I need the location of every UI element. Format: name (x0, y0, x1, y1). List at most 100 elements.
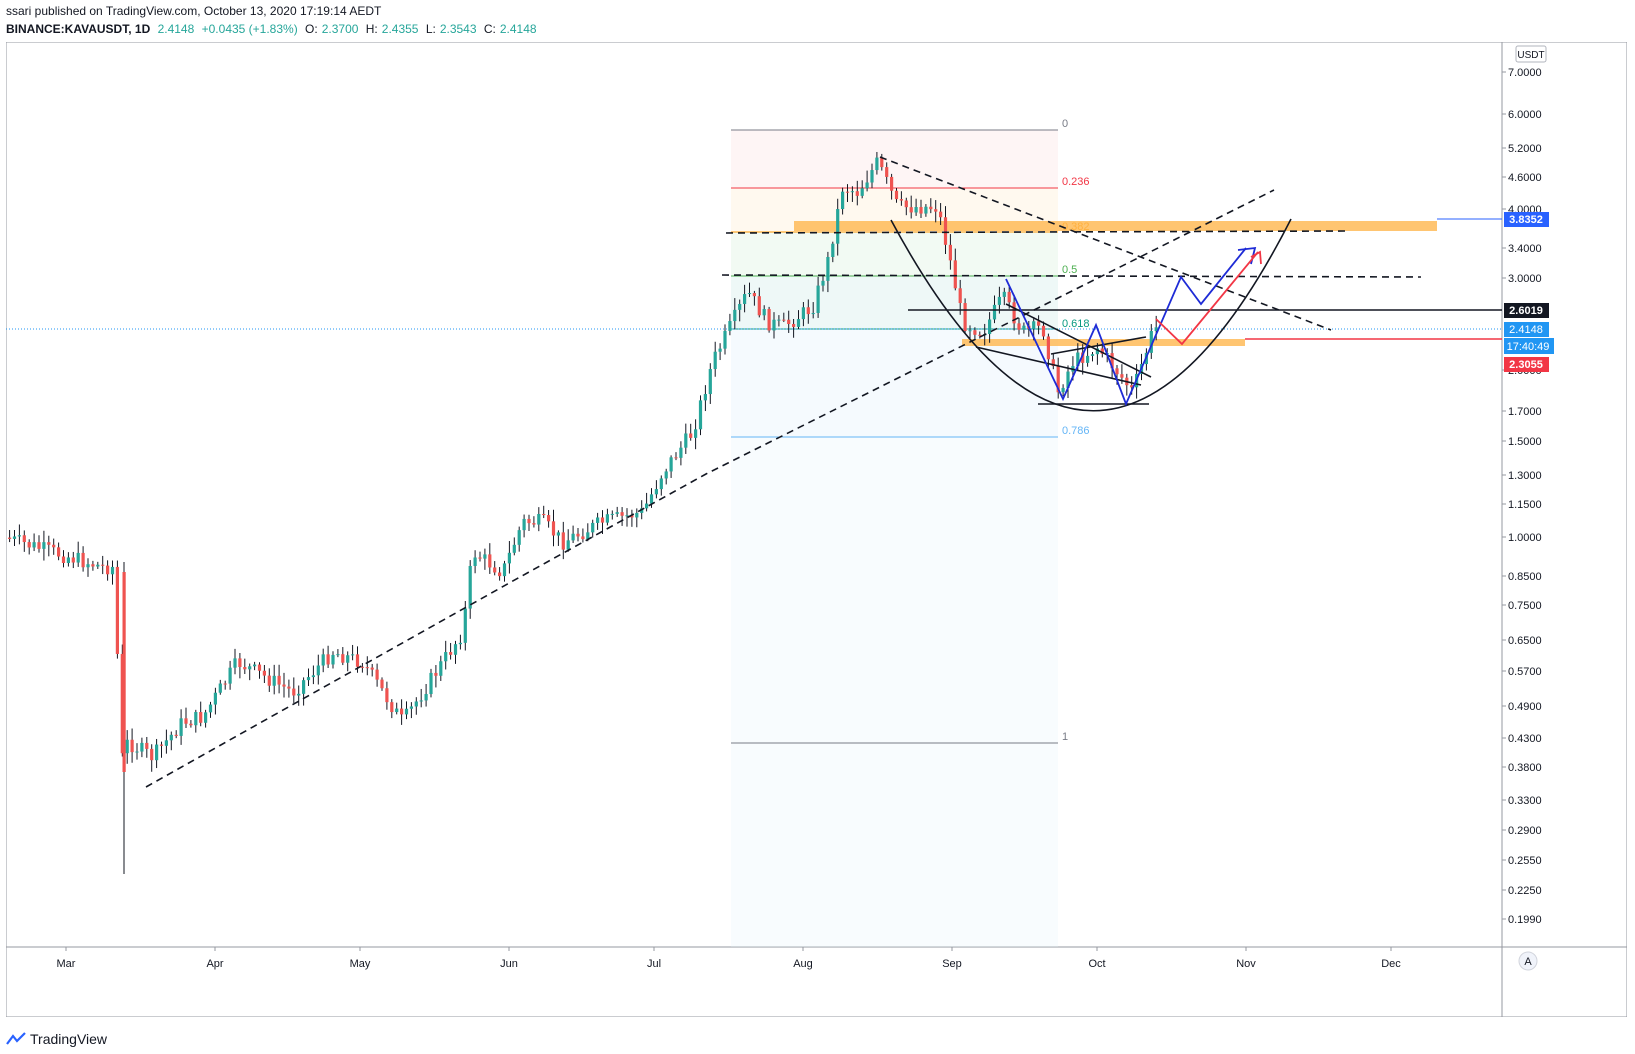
candle-body (297, 693, 301, 696)
price-change: +0.0435 (+1.83%) (201, 22, 298, 36)
candle-body (233, 658, 237, 668)
candle-body (694, 429, 698, 438)
candle-body (1130, 385, 1134, 388)
candle-body (365, 667, 369, 669)
candle-body (821, 280, 825, 286)
candle-body (150, 748, 154, 761)
candle-body (787, 319, 791, 325)
candle-body (424, 694, 428, 701)
candle-body (351, 654, 355, 656)
price-chart[interactable]: 0 0.236 0.382 0.5 0.618 0.786 1 7.00006.… (6, 42, 1627, 1017)
candle-body (86, 564, 90, 568)
candle-body (978, 334, 982, 336)
candle-body (375, 669, 379, 680)
candle-body (1149, 330, 1153, 353)
candle-body (581, 536, 585, 540)
trendlines[interactable] (145, 156, 1502, 788)
price-tick-label: 1.7000 (1508, 406, 1542, 418)
candle-body (155, 744, 159, 761)
candle-body (1022, 325, 1026, 330)
price-badge-current (1504, 322, 1549, 337)
candle-body (194, 712, 198, 726)
fib-retracement[interactable] (731, 129, 1058, 947)
candle-body (816, 285, 820, 313)
candle-body (61, 556, 66, 564)
candle-body (733, 309, 737, 322)
candle-body (743, 294, 747, 304)
candle-body (282, 684, 286, 687)
resistance-zone[interactable] (794, 221, 1437, 231)
symbol-name[interactable]: BINANCE:KAVAUSDT, 1D (6, 22, 151, 36)
price-tick-label: 0.5700 (1508, 666, 1542, 678)
price-tick-label: 0.8500 (1508, 571, 1542, 583)
candle-body (1002, 291, 1006, 297)
candle-body (591, 522, 595, 533)
red-projection-path[interactable] (1155, 251, 1259, 346)
candle-body (1051, 359, 1055, 367)
candle-body (106, 565, 110, 575)
candle-body (326, 654, 330, 665)
candle-body (1086, 355, 1090, 363)
countdown-text: 17:40:49 (1507, 341, 1550, 353)
candle-body (429, 672, 433, 695)
auto-scale-label: A (1524, 956, 1532, 968)
price-badge-resistance-text: 3.8352 (1509, 214, 1543, 226)
candle-body (409, 706, 413, 709)
price-badge-current-text: 2.4148 (1509, 324, 1543, 336)
candle-body (390, 702, 394, 713)
candle-body (875, 157, 879, 171)
brand-name[interactable]: TradingView (30, 1031, 108, 1047)
time-tick-label: May (350, 958, 371, 970)
high-label: H: (365, 22, 378, 36)
candle-body (904, 200, 908, 208)
auto-scale-button[interactable] (1518, 951, 1538, 971)
time-axis[interactable]: Mar Apr May Jun Jul Aug Sep Oct Nov Dec (57, 947, 1402, 970)
candle-body (1061, 387, 1065, 393)
candle-body (257, 664, 262, 671)
candle-body (272, 675, 276, 686)
candle-body (1017, 323, 1021, 330)
candle-body (17, 535, 21, 537)
candle-body (929, 206, 933, 210)
candle-body (81, 552, 85, 568)
price-tick-label: 0.6500 (1508, 635, 1542, 647)
candle-body (924, 206, 928, 214)
candle-body (728, 321, 732, 331)
candle-body (958, 288, 962, 304)
candle-body (37, 542, 41, 549)
candle-body (752, 293, 756, 297)
price-tick-label: 5.2000 (1508, 143, 1542, 155)
candle-body (973, 330, 977, 335)
currency-badge[interactable] (1515, 45, 1547, 63)
candle-body (311, 675, 315, 678)
candle-body (204, 712, 208, 723)
candle-body (890, 176, 894, 191)
price-badge-level-text: 2.6019 (1509, 305, 1543, 317)
fib-label-0236: 0.236 (1062, 176, 1090, 188)
price-tick-label: 7.0000 (1508, 67, 1542, 79)
red-arrow-icon (1250, 250, 1262, 265)
candle-body (507, 552, 511, 564)
candle-body (1095, 348, 1099, 355)
candle-body (395, 708, 399, 713)
candle-body (243, 667, 247, 670)
candle-body (66, 557, 70, 564)
candle-body (120, 653, 124, 754)
candle-body (96, 564, 100, 567)
candle-body (1154, 327, 1158, 331)
blue-projection-path[interactable] (1005, 247, 1247, 407)
candle-body (939, 211, 943, 218)
candle-body (836, 209, 840, 244)
candle-body (169, 734, 173, 741)
candle-body (1076, 352, 1080, 367)
candle-body (32, 542, 36, 548)
candle-body (1032, 321, 1036, 329)
price-tick-label: 0.1990 (1508, 914, 1542, 926)
candle-body (880, 157, 884, 168)
candle-body (767, 309, 771, 331)
candle-body (659, 478, 663, 490)
candle-body (542, 514, 546, 516)
candle-body (238, 658, 242, 668)
candlestick-series[interactable] (8, 151, 1158, 874)
candle-body (571, 533, 575, 541)
